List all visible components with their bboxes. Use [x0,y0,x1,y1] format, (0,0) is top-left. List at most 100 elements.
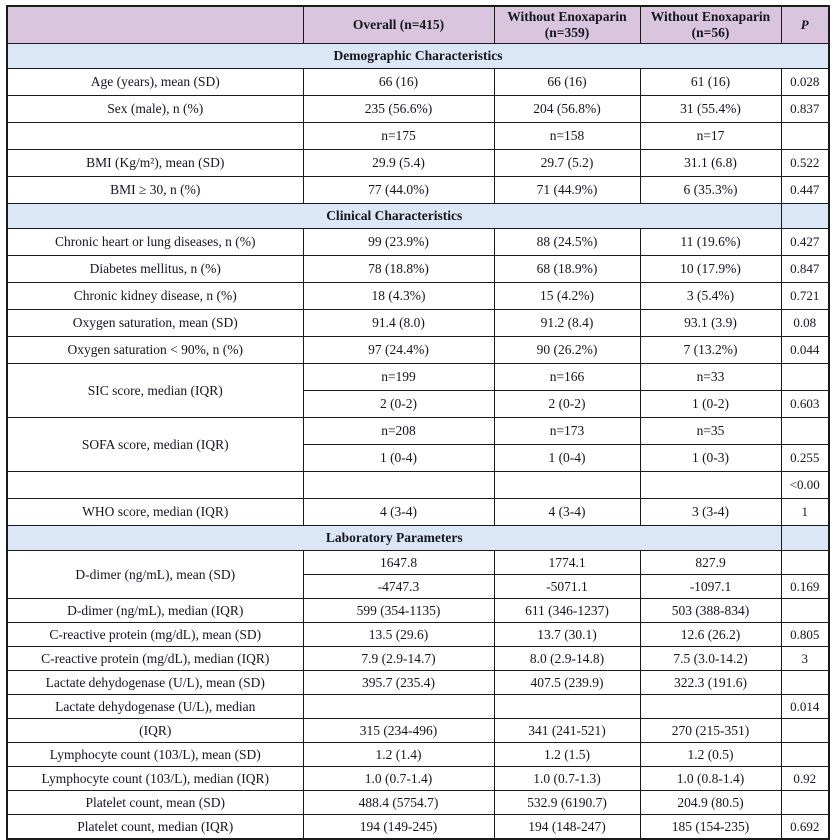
cell-p-value [780,598,830,623]
section-p-cell [780,203,830,229]
header-p: P [780,5,830,44]
cell-without-enox-56: 10 (17.9%) [639,255,782,283]
cell-overall: 13.5 (29.6) [302,622,495,647]
cell-p-value [780,417,830,445]
header-overall: Overall (n=415) [302,5,495,44]
cell-p-value: <0.00 [780,471,830,499]
cell-without-enox-359: 2 (0-2) [493,390,641,418]
row-label: Platelet count, median (IQR) [6,814,304,840]
section-demographic: Demographic Characteristics [6,43,830,69]
cell-without-enox-56: 12.6 (26.2) [639,622,782,647]
cell-p-value [780,550,830,575]
cell-without-enox-359: 8.0 (2.9-14.8) [493,646,641,671]
cell-p-value: 0.603 [780,390,830,418]
cell-p-value: 0.08 [780,309,830,337]
cell-overall: 1 (0-4) [302,444,495,472]
cell-p-value: 0.692 [780,814,830,840]
cell-without-enox-56: 503 (388-834) [639,598,782,623]
cell-without-enox-359: 532.9 (6190.7) [493,790,641,815]
cell-overall: n=199 [302,363,495,391]
table-row-o2-mean: Oxygen saturation, mean (SD) 91.4 (8.0) … [6,309,830,337]
cell-overall: 99 (23.9%) [302,228,495,256]
row-label [6,122,304,150]
cell-without-enox-56: 1.2 (0.5) [639,742,782,767]
table-row-ddimer-mean2: -4747.3 -5071.1 -1097.1 0.169 [7,574,830,599]
cell-overall: 235 (56.6%) [302,95,495,123]
row-label: SIC score, median (IQR) [6,363,304,418]
section-title: Demographic Characteristics [6,43,830,69]
header-row: Overall (n=415) Without Enoxaparin (n=35… [6,5,830,44]
table-row-ldh-median: Lactate dehydogenase (U/L), median 0.014 [6,694,830,719]
cell-overall: 7.9 (2.9-14.7) [302,646,495,671]
cell-p-value [780,363,830,391]
table-row-lymph-median: Lymphocyte count (103/L), median (IQR) 1… [6,766,830,791]
row-label: Lactate dehydogenase (U/L), median [6,694,304,719]
cell-overall: 78 (18.8%) [302,255,495,283]
table-row-crp-mean: C-reactive protein (mg/dL), mean (SD) 13… [6,622,830,647]
header-without-enoxaparin-359: Without Enoxaparin (n=359) [493,5,641,44]
cell-overall: 4 (3-4) [302,498,495,526]
cell-without-enox-359: 71 (44.9%) [493,176,641,204]
row-label: D-dimer (ng/mL), mean (SD) [6,550,304,599]
row-label: Age (years), mean (SD) [6,68,304,96]
section-title: Clinical Characteristics [6,203,782,229]
cell-without-enox-56: 93.1 (3.9) [639,309,782,337]
table-row-sic-n: SIC score, median (IQR) n=199 n=166 n=33 [6,363,830,418]
table-row-age: Age (years), mean (SD) 66 (16) 66 (16) 6… [6,68,830,96]
section-clinical: Clinical Characteristics [6,203,830,229]
table-row-sofa-val: 1 (0-4) 1 (0-4) 1 (0-3) 0.255 [7,444,830,472]
row-label [6,471,304,499]
row-label: Lactate dehydogenase (U/L), mean (SD) [6,670,304,695]
cell-without-enox-359: 1774.1 [493,550,641,575]
cell-without-enox-359: 90 (26.2%) [493,336,641,364]
cell-without-enox-56: 11 (19.6%) [639,228,782,256]
cell-overall: 91.4 (8.0) [302,309,495,337]
cell-without-enox-359: 204 (56.8%) [493,95,641,123]
cell-without-enox-56: -1097.1 [639,574,782,599]
row-label: C-reactive protein (mg/dL), median (IQR) [6,646,304,671]
cell-without-enox-56: 3 (3-4) [639,498,782,526]
row-label: Sex (male), n (%) [6,95,304,123]
table-row-crp-median: C-reactive protein (mg/dL), median (IQR)… [6,646,830,671]
cell-overall: 488.4 (5754.7) [302,790,495,815]
cell-without-enox-56: 322.3 (191.6) [639,670,782,695]
cell-p-value [780,718,830,743]
cell-without-enox-56 [639,694,782,719]
table-row-ddimer-mean1: D-dimer (ng/mL), mean (SD) 1647.8 1774.1… [6,550,830,599]
page: Overall (n=415) Without Enoxaparin (n=35… [6,5,830,840]
cell-p-value [780,742,830,767]
cell-without-enox-359: 91.2 (8.4) [493,309,641,337]
cell-overall: -4747.3 [302,574,495,599]
cell-without-enox-359: 1 (0-4) [493,444,641,472]
cell-overall [302,694,495,719]
cell-without-enox-56: n=35 [639,417,782,445]
cell-without-enox-359: n=166 [493,363,641,391]
cell-p-value: 0.92 [780,766,830,791]
table-row-bmi-n: n=175 n=158 n=17 [6,122,830,150]
cell-p-value: 0.805 [780,622,830,647]
table-row-lymph-mean: Lymphocyte count (103/L), mean (SD) 1.2 … [6,742,830,767]
cell-without-enox-359: 407.5 (239.9) [493,670,641,695]
cell-without-enox-359: 13.7 (30.1) [493,622,641,647]
header-empty-cell [6,5,304,44]
cell-without-enox-56: 7 (13.2%) [639,336,782,364]
table-row-ldh-iqr: (IQR) 315 (234-496) 341 (241-521) 270 (2… [6,718,830,743]
cell-overall: 599 (354-1135) [302,598,495,623]
header-without-enoxaparin-56: Without Enoxaparin (n=56) [639,5,782,44]
cell-without-enox-359 [493,694,641,719]
table-row-who: WHO score, median (IQR) 4 (3-4) 4 (3-4) … [6,498,830,526]
cell-without-enox-359: n=158 [493,122,641,150]
cell-p-value: 0.014 [780,694,830,719]
table-row-diabetes: Diabetes mellitus, n (%) 78 (18.8%) 68 (… [6,255,830,283]
cell-without-enox-359: 15 (4.2%) [493,282,641,310]
cell-without-enox-56: 1.0 (0.8-1.4) [639,766,782,791]
cell-without-enox-359: -5071.1 [493,574,641,599]
cell-overall: 1647.8 [302,550,495,575]
table-row-plt-mean: Platelet count, mean (SD) 488.4 (5754.7)… [6,790,830,815]
cell-without-enox-359: 611 (346-1237) [493,598,641,623]
cell-p-value: 3 [780,646,830,671]
row-label: SOFA score, median (IQR) [6,417,304,472]
cell-overall: 2 (0-2) [302,390,495,418]
cell-p-value: 0.028 [780,68,830,96]
cell-without-enox-359: 68 (18.9%) [493,255,641,283]
